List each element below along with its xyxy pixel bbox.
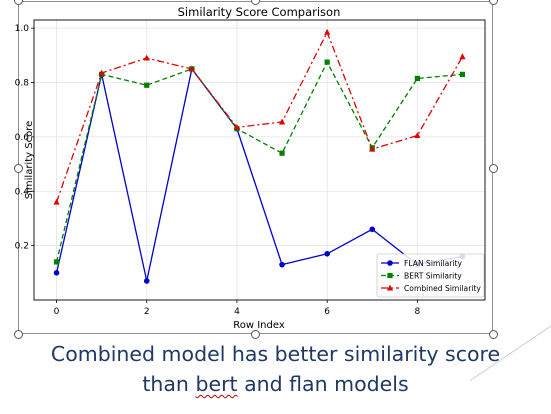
legend-label: Combined Similarity (404, 284, 481, 293)
x-tick-label: 8 (414, 307, 420, 317)
legend-marker (386, 284, 394, 291)
resize-handle-top-left[interactable] (14, 0, 23, 5)
resize-handle-bottom-right[interactable] (489, 330, 498, 339)
y-axis-label: Similarity Score (24, 121, 35, 199)
legend-box (376, 253, 485, 298)
caption-text: than (142, 372, 196, 396)
chart-title: Similarity Score Comparison (178, 5, 341, 19)
series-line-2 (55, 60, 463, 263)
data-point-series-1 (369, 226, 376, 233)
grid-lines (34, 20, 485, 300)
data-point-series-2 (279, 150, 285, 156)
data-point-series-3 (369, 145, 376, 152)
data-point-series-1 (143, 278, 150, 284)
resize-handle-top-center[interactable] (251, 0, 260, 5)
data-point-series-1 (53, 270, 60, 276)
y-tick-label: 1.0 (15, 24, 30, 34)
series-lines (53, 28, 466, 284)
data-point-series-3 (278, 118, 286, 125)
resize-handle-bottom-left[interactable] (14, 330, 23, 339)
data-point-series-3 (459, 53, 466, 60)
data-point-series-1 (324, 250, 330, 257)
x-axis-label: Row Index (233, 320, 285, 331)
caption-line-1[interactable]: Combined model has better similarity sco… (50, 342, 501, 366)
legend-marker (387, 260, 393, 266)
series-line-3 (55, 30, 464, 203)
resize-handle-middle-right[interactable] (489, 164, 498, 173)
data-point-series-2 (459, 71, 466, 77)
y-tick-label: 0.6 (15, 133, 30, 143)
data-point-series-3 (98, 69, 105, 76)
data-point-series-2 (144, 82, 150, 88)
resize-handle-top-right[interactable] (489, 0, 498, 5)
y-tick-label: 0.4 (15, 187, 30, 197)
data-point-series-2 (324, 59, 330, 65)
plot-border (33, 19, 486, 301)
legend-label: BERT Similarity (404, 272, 462, 281)
data-point-series-3 (188, 65, 195, 72)
data-point-series-3 (324, 28, 331, 35)
data-point-series-1 (279, 261, 285, 268)
data-point-series-2 (53, 259, 60, 265)
axes: 0 2 4 6 8 0.2 0.4 0.6 0.8 1.0 (15, 19, 486, 317)
x-tick-label: 6 (324, 307, 330, 317)
y-tick-label: 0.2 (15, 242, 29, 252)
x-tick-label: 4 (234, 307, 240, 317)
data-point-series-3 (414, 132, 421, 139)
caption-line-2[interactable]: than bert and flan models (0, 372, 551, 396)
x-tick-label: 0 (54, 307, 60, 317)
legend: FLAN Similarity BERT Similarity Combined S… (376, 253, 485, 298)
legend-label: FLAN Similarity (404, 259, 462, 268)
caption-text: and flan models (237, 372, 409, 396)
data-point-series-2 (414, 75, 420, 82)
resize-handle-bottom-center[interactable] (251, 330, 260, 339)
data-point-series-3 (233, 123, 241, 130)
legend-marker (387, 272, 393, 279)
data-point-series-3 (53, 198, 60, 205)
spellcheck-word: bert (195, 372, 238, 396)
y-tick-label: 0.8 (15, 79, 30, 89)
plot-area (34, 20, 485, 300)
series-line-1 (55, 67, 463, 282)
data-point-series-3 (143, 54, 150, 61)
x-tick-label: 2 (144, 307, 150, 317)
resize-handle-middle-left[interactable] (14, 164, 23, 173)
